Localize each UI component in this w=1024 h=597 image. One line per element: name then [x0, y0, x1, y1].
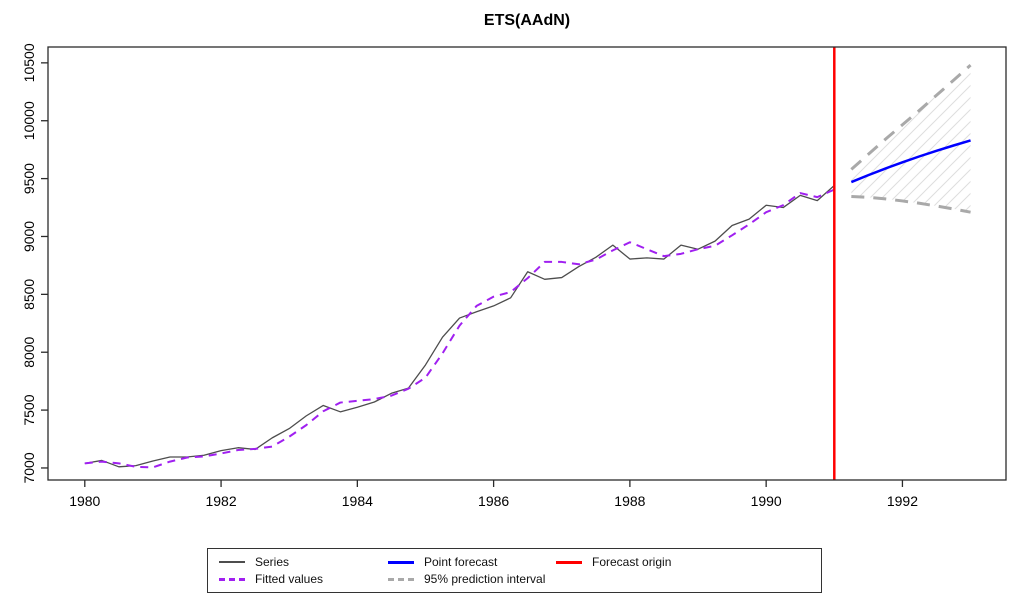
- prediction-interval-band: [851, 65, 971, 213]
- legend-label-origin: Forecast origin: [592, 555, 672, 569]
- prediction-interval-line-sample: [388, 577, 414, 581]
- legend-item-forecast: Point forecast: [388, 555, 556, 569]
- fitted-values-line: [84, 188, 835, 469]
- legend-label-fitted: Fitted values: [255, 572, 324, 586]
- prediction-interval-lower-line: [851, 195, 971, 214]
- legend-item-origin: Forecast origin: [556, 555, 821, 569]
- legend-label-forecast: Point forecast: [424, 555, 498, 569]
- point-forecast-line: [850, 139, 971, 184]
- y-axis-tick-label: 10000: [21, 101, 37, 140]
- x-axis-tick-label: 1988: [614, 493, 645, 509]
- x-axis-tick-label: 1982: [205, 493, 236, 509]
- legend-label-interval: 95% prediction interval: [424, 572, 546, 586]
- x-axis-tick-label: 1984: [342, 493, 373, 509]
- legend-label-series: Series: [255, 555, 290, 569]
- y-axis-tick-label: 9000: [21, 221, 37, 252]
- legend: Series Point forecast Forecast origin Fi…: [207, 548, 822, 593]
- forecast-chart: ETS(AAdN) 1980 1982 1984 1986 1988 1990 1992 70…: [21, 12, 1007, 509]
- x-axis-tick-label: 1986: [478, 493, 509, 509]
- prediction-interval-upper-line: [850, 64, 972, 171]
- plot-frame: [47, 46, 1007, 481]
- series-line-sample: [219, 561, 245, 563]
- legend-item-series: Series: [219, 555, 388, 569]
- y-axis-tick-label: 8500: [21, 279, 37, 310]
- forecast-origin-line-sample: [556, 560, 582, 564]
- legend-item-fitted: Fitted values: [219, 572, 388, 586]
- y-axis-tick-label: 7500: [21, 394, 37, 425]
- y-axis-tick-label: 8000: [21, 336, 37, 367]
- x-axis-tick-label: 1992: [887, 493, 918, 509]
- x-axis-tick-label: 1990: [751, 493, 782, 509]
- y-axis-tick-label: 9500: [21, 163, 37, 194]
- series-line: [84, 185, 835, 468]
- chart-title: ETS(AAdN): [484, 12, 570, 29]
- x-axis-tick-label: 1980: [69, 493, 100, 509]
- fitted-line-sample: [219, 577, 245, 581]
- legend-item-interval: 95% prediction interval: [388, 572, 556, 586]
- point-forecast-line-sample: [388, 560, 414, 564]
- y-axis-tick-label: 10500: [21, 43, 37, 82]
- y-axis-tick-label: 7000: [21, 452, 37, 483]
